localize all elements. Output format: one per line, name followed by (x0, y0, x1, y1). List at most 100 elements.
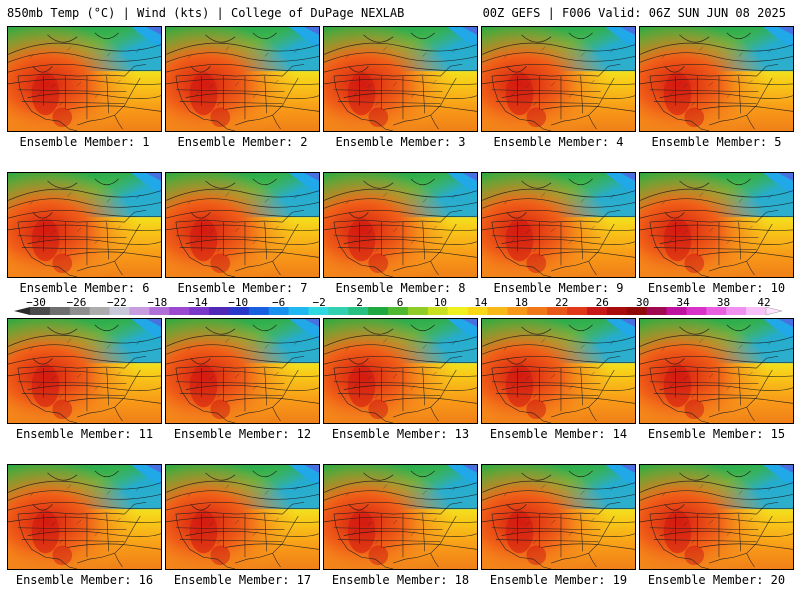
run-valid-time: 00Z GEFS | F006 Valid: 06Z SUN JUN 08 20… (482, 6, 786, 20)
ensemble-member-label: Ensemble Member: 19 (489, 573, 628, 587)
colorbar-tick-label: −2 (312, 296, 326, 309)
ensemble-member-label: Ensemble Member: 4 (493, 135, 624, 149)
colorbar-cell (368, 307, 389, 315)
colorbar-cell (288, 307, 309, 315)
colorbar-tick-label: 2 (356, 296, 363, 309)
colorbar-cell (228, 307, 250, 315)
ensemble-member-label: Ensemble Member: 12 (173, 427, 312, 441)
colorbar-tick-label: 6 (396, 296, 404, 309)
temperature-colorbar (14, 306, 783, 316)
colorbar-tick-label: 38 (716, 296, 731, 309)
ensemble-member-label: Ensemble Member: 13 (331, 427, 470, 441)
colorbar-tick-label: 22 (555, 296, 569, 309)
ensemble-member-panel: Ensemble Member: 6 (7, 172, 162, 295)
colorbar-cell (328, 307, 349, 315)
ensemble-member-label: Ensemble Member: 6 (19, 281, 150, 295)
ensemble-member-panel: Ensemble Member: 19 (481, 464, 636, 587)
ensemble-member-label: Ensemble Member: 11 (15, 427, 154, 441)
colorbar-tick-label: −10 (228, 296, 249, 309)
colorbar-tick-label: 42 (757, 296, 771, 309)
ensemble-member-panel: Ensemble Member: 2 (165, 26, 320, 149)
ensemble-member-label: Ensemble Member: 2 (177, 135, 308, 149)
colorbar-cell (129, 307, 150, 315)
colorbar-tick-label: 10 (433, 296, 448, 309)
colorbar-cell (626, 307, 647, 315)
colorbar-cell (308, 307, 329, 315)
ensemble-member-panel: Ensemble Member: 8 (323, 172, 478, 295)
colorbar-cell (149, 307, 170, 315)
colorbar-cell (248, 307, 270, 315)
temperature-map (481, 26, 636, 132)
colorbar-tick-label: 18 (514, 296, 528, 309)
colorbar-cell (586, 307, 608, 315)
colorbar-cell (189, 307, 210, 315)
ensemble-member-label: Ensemble Member: 20 (647, 573, 786, 587)
colorbar-cell (706, 307, 727, 315)
colorbar-cell (169, 307, 190, 315)
colorbar-cell (209, 307, 230, 315)
temperature-map (481, 172, 636, 278)
ensemble-member-label: Ensemble Member: 9 (493, 281, 624, 295)
colorbar-cell (467, 307, 488, 315)
colorbar-cell (348, 307, 369, 315)
colorbar-tick-label: −26 (66, 296, 87, 309)
temperature-map (165, 172, 320, 278)
colorbar-cell (407, 307, 429, 315)
colorbar-cell (109, 307, 130, 315)
ensemble-member-panel: Ensemble Member: 9 (481, 172, 636, 295)
ensemble-member-panel: Ensemble Member: 18 (323, 464, 478, 587)
ensemble-member-label: Ensemble Member: 8 (335, 281, 466, 295)
colorbar-cell (30, 307, 51, 315)
temperature-map (165, 464, 320, 570)
colorbar-tick-label: −14 (187, 296, 208, 309)
colorbar-max-arrow (765, 306, 783, 316)
ensemble-member-label: Ensemble Member: 14 (489, 427, 628, 441)
colorbar-cell (666, 307, 687, 315)
ensemble-member-panel: Ensemble Member: 14 (481, 318, 636, 441)
ensemble-member-panel: Ensemble Member: 7 (165, 172, 320, 295)
temperature-map (7, 172, 162, 278)
ensemble-member-panel: Ensemble Member: 20 (639, 464, 794, 587)
temperature-map (481, 464, 636, 570)
temperature-map (639, 464, 794, 570)
temperature-map (481, 318, 636, 424)
temperature-map (7, 464, 162, 570)
ensemble-member-panel: Ensemble Member: 15 (639, 318, 794, 441)
temperature-map (323, 318, 478, 424)
colorbar-cell (746, 307, 767, 315)
ensemble-member-panel: Ensemble Member: 4 (481, 26, 636, 149)
temperature-map (323, 26, 478, 132)
ensemble-member-panel: Ensemble Member: 5 (639, 26, 794, 149)
colorbar-tick-label: −6 (272, 296, 286, 309)
map-title: 850mb Temp (°C) | Wind (kts) | College o… (7, 6, 405, 20)
colorbar-tick-label: −18 (147, 296, 168, 309)
temperature-map (323, 172, 478, 278)
ensemble-member-label: Ensemble Member: 18 (331, 573, 470, 587)
temperature-map (639, 26, 794, 132)
colorbar-cell (686, 307, 707, 315)
colorbar-cell (447, 307, 468, 315)
temperature-map (323, 464, 478, 570)
colorbar-tick-label: 26 (595, 296, 609, 309)
colorbar-cell (507, 307, 528, 315)
ensemble-member-panel: Ensemble Member: 12 (165, 318, 320, 441)
colorbar-cell (487, 307, 508, 315)
ensemble-member-panel: Ensemble Member: 17 (165, 464, 320, 587)
colorbar-tick-label: 34 (676, 296, 690, 309)
ensemble-member-panel: Ensemble Member: 10 (639, 172, 794, 295)
temperature-map (7, 26, 162, 132)
colorbar-min-arrow (14, 307, 30, 315)
colorbar-tick-label: 30 (636, 296, 650, 309)
ensemble-member-panel: Ensemble Member: 16 (7, 464, 162, 587)
ensemble-member-label: Ensemble Member: 16 (15, 573, 154, 587)
colorbar-cell (646, 307, 667, 315)
colorbar-cell (427, 307, 449, 315)
colorbar-cell (268, 307, 289, 315)
ensemble-member-label: Ensemble Member: 5 (651, 135, 782, 149)
ensemble-member-label: Ensemble Member: 7 (177, 281, 308, 295)
colorbar-tick-label: −30 (26, 296, 46, 309)
ensemble-member-panel: Ensemble Member: 11 (7, 318, 162, 441)
ensemble-member-label: Ensemble Member: 3 (335, 135, 466, 149)
colorbar-cell (567, 307, 588, 315)
colorbar-cell (89, 307, 110, 315)
